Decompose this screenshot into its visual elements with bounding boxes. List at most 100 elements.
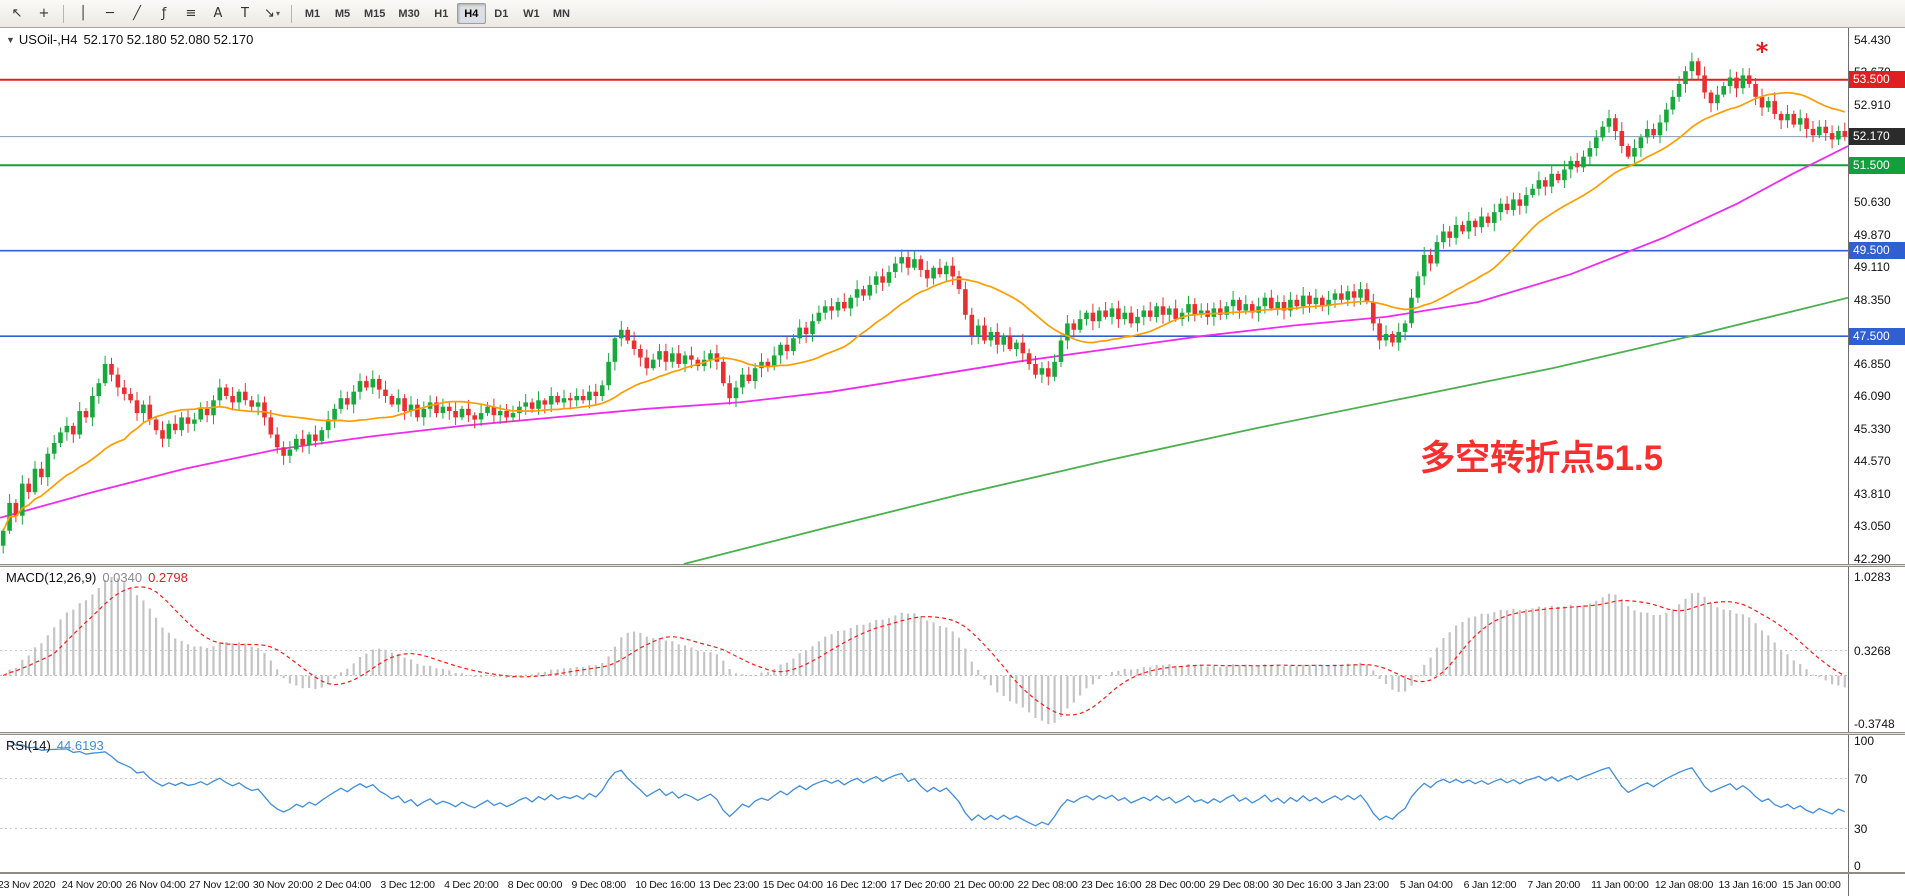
timeframe-m15-button[interactable]: M15 [358,3,391,24]
time-label: 12 Jan 08:00 [1654,879,1714,891]
time-label: 5 Jan 04:00 [1399,879,1453,891]
timeframe-mn-button[interactable]: MN [547,3,576,24]
crosshair-tool-button[interactable]: + [31,2,57,25]
time-label: 17 Dec 20:00 [890,879,951,891]
time-label: 3 Dec 12:00 [380,879,435,891]
chart-text-annotation[interactable]: 多空转折点51.5 [1420,439,1664,478]
timeframe-h1-button[interactable]: H1 [427,3,456,24]
time-label: 23 Dec 16:00 [1081,879,1142,891]
toolbar: ↖ + │ ─ ╱ ƒ ≡ A T ↘ ▾ M1 M5 M15 M30 H1 H4 D1 W1 MN [0,0,1905,28]
macd-canvas[interactable] [0,567,1848,732]
rsi-axis-label: 100 [1854,734,1875,748]
time-label: 13 Dec 23:00 [698,879,760,891]
pane-separator[interactable] [0,564,1905,567]
time-label: 24 Nov 20:00 [61,879,122,891]
timeframe-d1-button[interactable]: D1 [487,3,516,24]
annotations-tool-button[interactable]: ≡ [178,2,204,25]
annotations-icon: ≡ [185,6,197,21]
price-tick: 49.110 [1854,260,1890,275]
macd-header: MACD(12,26,9) 0.0340 0.2798 [6,570,188,585]
label-tool-button[interactable]: T [232,2,258,25]
trendline-icon: ╱ [133,6,141,21]
price-tick: 44.570 [1854,454,1891,469]
rsi-value: 44.6193 [56,738,104,753]
time-label: 15 Dec 04:00 [762,879,823,891]
timeframe-h4-button[interactable]: H4 [456,3,486,24]
rsi-axis-label: 70 [1854,771,1868,786]
fibonacci-tool-button[interactable]: ƒ [151,2,177,25]
rsi-axis-label: 30 [1854,821,1868,836]
time-label: 11 Jan 00:00 [1591,879,1649,891]
fibonacci-icon: ƒ [161,6,167,21]
trendline-tool-button[interactable]: ╱ [124,2,150,25]
price-tick: 46.850 [1854,356,1891,371]
cursor-tool-button[interactable]: ↖ [4,2,30,25]
price-tag-49.500: 49.500 [1849,242,1905,260]
symbol-header: ▼ USOil-,H4 52.170 52.180 52.080 52.170 [6,32,253,47]
time-label: 7 Jan 20:00 [1527,879,1581,891]
rsi-line [9,740,1846,827]
arrows-icon: ↘ [264,6,275,21]
time-label: 30 Nov 20:00 [252,879,313,891]
price-tick: 48.350 [1854,292,1891,307]
price-tick: 42.290 [1854,551,1891,566]
time-label: 2 Dec 04:00 [316,879,372,891]
time-label: 27 Nov 12:00 [189,879,250,891]
price-tick: 43.050 [1854,519,1891,534]
timeframe-m1-button[interactable]: M1 [298,3,327,24]
crosshair-icon: + [38,6,50,21]
ma-slow-line [683,296,1848,564]
price-tag-53.500: 53.500 [1849,71,1905,89]
time-label: 28 Dec 00:00 [1145,879,1206,891]
symbol-timeframe-label: USOil-,H4 [18,32,78,47]
vertical-line-tool-button[interactable]: │ [70,2,96,25]
timeframe-w1-button[interactable]: W1 [517,3,546,24]
time-label: 16 Dec 12:00 [826,879,887,891]
price-tick: 49.870 [1854,227,1891,242]
rsi-axis-label: 0 [1854,859,1861,873]
time-axis[interactable]: 23 Nov 2020 24 Nov 20:00 26 Nov 04:00 27 No… [0,874,1848,896]
arrows-tool-button[interactable]: ↘ ▾ [259,2,285,25]
time-label: 30 Dec 16:00 [1272,879,1333,891]
cursor-icon: ↖ [11,6,23,21]
sell-marker[interactable]: * [1756,38,1769,66]
text-tool-button[interactable]: A [205,2,231,25]
chart-expander-icon[interactable]: ▼ [6,35,15,45]
price-tag-52.170: 52.170 [1849,128,1905,146]
time-label: 6 Jan 12:00 [1463,879,1517,891]
time-label: 23 Nov 2020 [0,879,56,891]
time-label: 10 Dec 16:00 [635,879,696,891]
price-tag-47.500: 47.500 [1849,327,1905,345]
price-tick: 50.630 [1854,195,1891,210]
price-tick: 46.090 [1854,389,1891,404]
time-label: 29 Dec 08:00 [1208,879,1269,891]
rsi-canvas[interactable] [0,735,1848,872]
time-label: 3 Jan 23:00 [1336,879,1389,891]
price-chart-canvas[interactable]: * [0,28,1848,564]
price-tick: 43.810 [1854,486,1891,501]
macd-histogram [8,577,1846,724]
macd-signal-line [2,586,1846,716]
macd-axis-label: -0.3748 [1854,717,1895,731]
toolbar-separator [291,4,292,23]
macd-axis-label: 1.0283 [1854,570,1891,584]
timeframe-m30-button[interactable]: M30 [392,3,425,24]
time-label: 9 Dec 08:00 [571,879,627,891]
time-label: 22 Dec 08:00 [1017,879,1078,891]
price-tick: 52.910 [1854,97,1891,112]
time-label: 4 Dec 20:00 [444,879,499,891]
rsi-header: RSI(14) 44.6193 [6,738,104,753]
rsi-title: RSI(14) [6,738,51,753]
ohlc-values: 52.170 52.180 52.080 52.170 [83,32,254,47]
price-axis[interactable]: 54.43053.67052.91050.63049.87049.11048.3… [1848,28,1905,896]
pane-separator[interactable] [0,732,1905,735]
chevron-down-icon: ▾ [275,9,280,18]
price-tick: 45.330 [1854,421,1891,436]
macd-main-value: 0.0340 [102,570,143,585]
price-tick: 54.430 [1854,32,1891,47]
vertical-line-icon: │ [79,6,87,21]
horizontal-line-tool-button[interactable]: ─ [97,2,123,25]
pane-separator[interactable] [0,872,1905,874]
timeframe-m5-button[interactable]: M5 [328,3,357,24]
